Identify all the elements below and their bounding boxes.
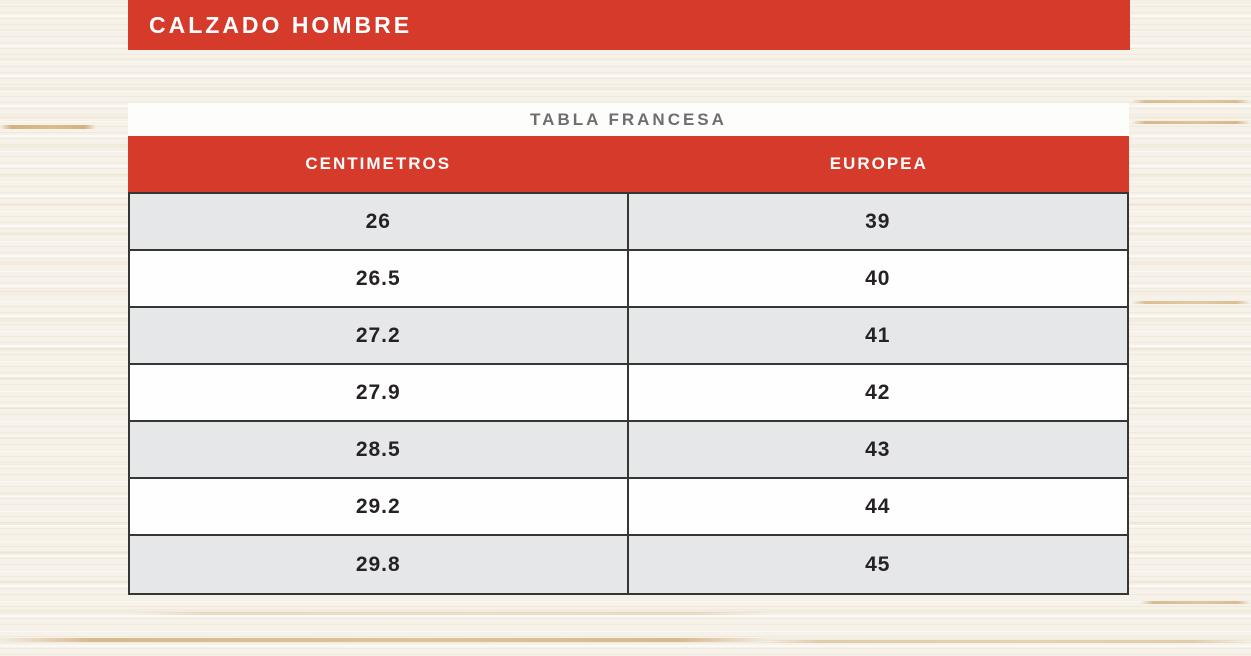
table-row: 26 39 bbox=[130, 194, 1127, 251]
title-bar: CALZADO HOMBRE bbox=[128, 0, 1130, 50]
cell-europea: 41 bbox=[865, 323, 891, 347]
wood-grain-streak bbox=[130, 612, 770, 615]
cell-centimetros: 26 bbox=[130, 194, 629, 249]
cell-europea: 44 bbox=[865, 494, 891, 518]
table-body: 26 39 26.5 40 27.2 41 27.9 42 28.5 43 29… bbox=[128, 192, 1129, 595]
size-chart-panel: TABLA FRANCESA CENTIMETROS EUROPEA 26 39… bbox=[128, 103, 1129, 595]
cell-centimetros: 29.2 bbox=[130, 479, 629, 534]
wood-grain-streak bbox=[1131, 301, 1251, 304]
cell-europea: 40 bbox=[865, 266, 891, 290]
wood-grain-streak bbox=[0, 125, 96, 129]
table-row: 27.2 41 bbox=[130, 308, 1127, 365]
column-header-europea: EUROPEA bbox=[829, 154, 928, 173]
table-row: 29.2 44 bbox=[130, 479, 1127, 536]
cell-centimetros: 26.5 bbox=[130, 251, 629, 306]
table-row: 28.5 43 bbox=[130, 422, 1127, 479]
wood-grain-streak bbox=[0, 638, 770, 642]
cell-europea: 43 bbox=[865, 437, 891, 461]
cell-europea: 42 bbox=[865, 380, 891, 404]
cell-centimetros: 28.5 bbox=[130, 422, 629, 477]
wood-grain-streak bbox=[1131, 121, 1251, 124]
cell-centimetros: 27.2 bbox=[130, 308, 629, 363]
wood-grain-streak bbox=[1131, 100, 1251, 103]
cell-europea: 39 bbox=[865, 209, 891, 233]
cell-centimetros: 27.9 bbox=[130, 365, 629, 420]
wood-grain-streak bbox=[760, 640, 1251, 643]
table-title: TABLA FRANCESA bbox=[530, 109, 727, 129]
table-row: 29.8 45 bbox=[130, 536, 1127, 593]
cell-europea: 45 bbox=[865, 552, 891, 576]
wood-grain-streak bbox=[1140, 601, 1251, 604]
table-row: 27.9 42 bbox=[130, 365, 1127, 422]
column-header-centimetros: CENTIMETROS bbox=[305, 154, 452, 173]
cell-centimetros: 29.8 bbox=[130, 536, 629, 593]
table-title-band: TABLA FRANCESA bbox=[128, 103, 1129, 136]
table-header-row: CENTIMETROS EUROPEA bbox=[128, 136, 1129, 192]
table-row: 26.5 40 bbox=[130, 251, 1127, 308]
page-title: CALZADO HOMBRE bbox=[149, 11, 413, 38]
